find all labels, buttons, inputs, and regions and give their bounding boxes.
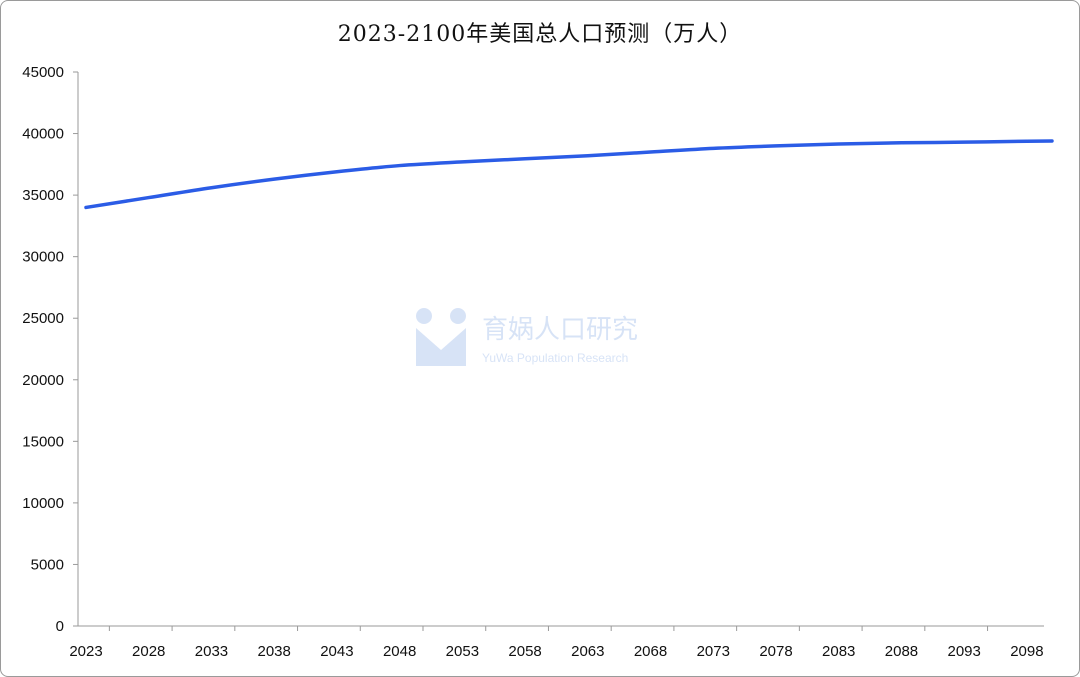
y-tick-label: 45000 xyxy=(22,64,64,81)
x-tick-label: 2088 xyxy=(885,643,918,660)
watermark: 育娲人口研究 YuWa Population Research xyxy=(416,308,638,366)
y-tick-label: 20000 xyxy=(22,372,64,389)
x-tick-label: 2083 xyxy=(822,643,855,660)
chart-title: 2023-2100年美国总人口预测（万人） xyxy=(337,22,743,47)
x-tick-label: 2023 xyxy=(69,643,102,660)
y-tick-label: 30000 xyxy=(22,249,64,266)
watermark-subtitle: YuWa Population Research xyxy=(482,351,628,365)
axes xyxy=(77,72,1044,627)
x-tick-label: 2028 xyxy=(132,643,165,660)
y-tick-label: 5000 xyxy=(31,556,64,573)
y-tick-label: 40000 xyxy=(22,126,64,143)
x-tick-label: 2078 xyxy=(759,643,792,660)
x-tick-label: 2093 xyxy=(947,643,980,660)
x-tick-label: 2043 xyxy=(320,643,353,660)
x-tick-label: 2033 xyxy=(195,643,228,660)
x-tick-label: 2053 xyxy=(446,643,479,660)
y-tick-label: 10000 xyxy=(22,495,64,512)
x-tick-label: 2038 xyxy=(257,643,290,660)
x-axis: 2023 2028 2033 2038 2043 2048 2053 2058 2063 2068… xyxy=(69,626,1044,660)
y-axis: 0 5000 10000 15000 20000 25000 30000 35000 40000… xyxy=(22,64,78,635)
watermark-title: 育娲人口研究 xyxy=(482,315,638,345)
x-tick-label: 2068 xyxy=(634,643,667,660)
y-tick-label: 15000 xyxy=(22,433,64,450)
x-tick-label: 2063 xyxy=(571,643,604,660)
x-tick-label: 2058 xyxy=(508,643,541,660)
series-group xyxy=(84,139,1054,210)
watermark-logo-icon xyxy=(416,308,466,366)
x-tick-label: 2048 xyxy=(383,643,416,660)
x-tick-label: 2098 xyxy=(1010,643,1043,660)
y-tick-label: 35000 xyxy=(22,187,64,204)
y-tick-label: 0 xyxy=(56,618,64,635)
y-tick-label: 25000 xyxy=(22,310,64,327)
x-tick-label: 2073 xyxy=(697,643,730,660)
series-line xyxy=(84,139,1054,210)
